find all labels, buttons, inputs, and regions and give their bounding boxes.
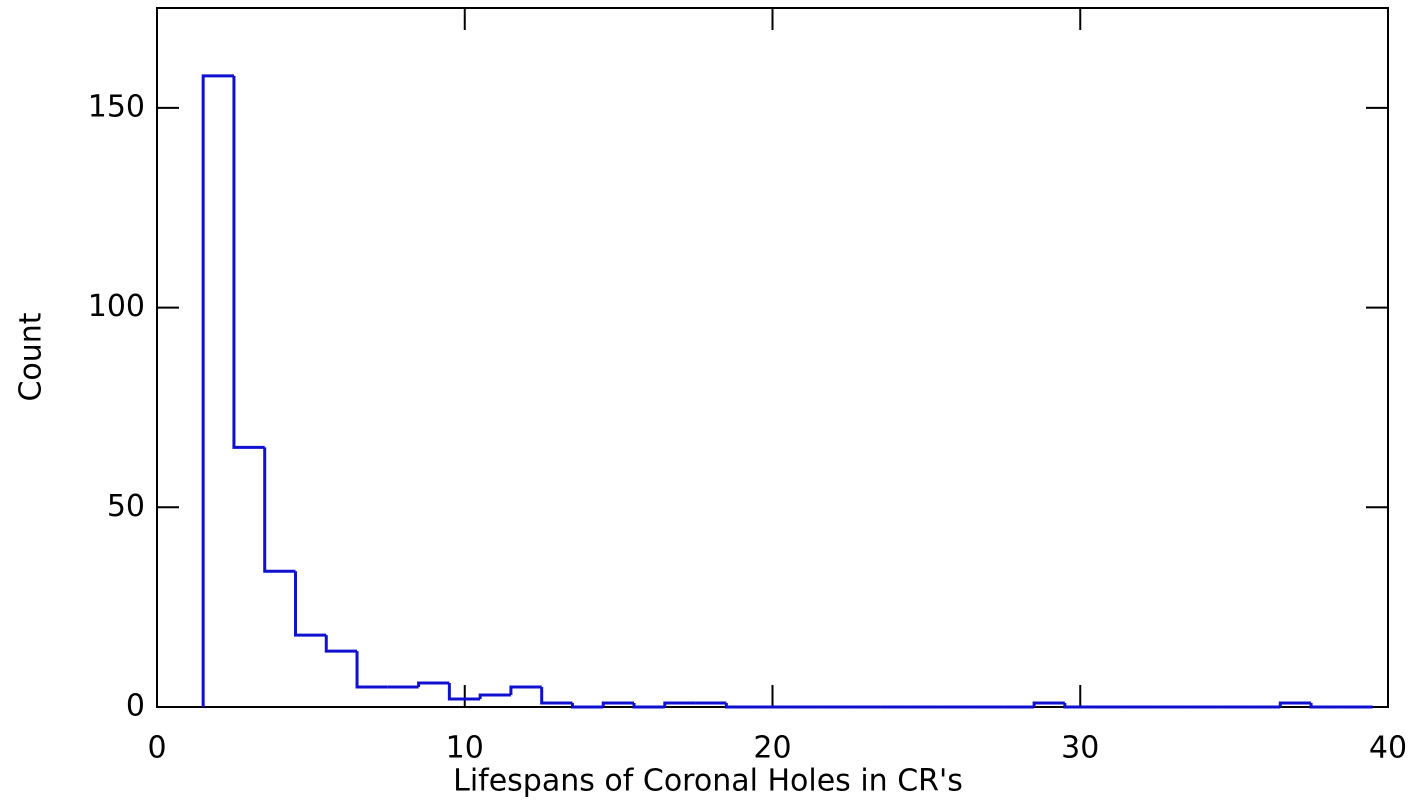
histogram-bin (509, 685, 542, 696)
histogram-bin (540, 687, 573, 705)
x-tick-label: 40 (1369, 731, 1407, 766)
histogram-bin (632, 703, 665, 709)
histogram-bin (263, 447, 296, 573)
histogram-bin (1309, 703, 1342, 709)
y-tick-label: 100 (88, 289, 145, 324)
histogram-bin (724, 703, 758, 709)
histogram-bin (324, 635, 358, 653)
x-tick-label: 0 (147, 731, 166, 766)
y-axis-title: Count (14, 312, 49, 401)
x-tick-label: 30 (1061, 731, 1099, 766)
y-tick-label: 150 (88, 89, 145, 124)
histogram-bin (447, 683, 481, 701)
x-tick-label: 20 (753, 731, 791, 766)
x-tick-label: 10 (446, 731, 484, 766)
histogram-bin (417, 681, 450, 688)
histogram-bin (201, 74, 234, 707)
histogram-bin (570, 703, 604, 709)
y-tick-label: 50 (107, 489, 145, 524)
histogram-bin (601, 701, 635, 707)
plot-frame (156, 7, 1389, 708)
histogram-bin (1063, 703, 1096, 709)
histogram-bin (663, 701, 696, 707)
histogram-bin (232, 75, 265, 449)
histogram-bin (1278, 701, 1312, 707)
histogram-bin (293, 571, 327, 637)
y-tick-label: 0 (126, 689, 145, 724)
histogram-bin (478, 693, 511, 700)
histogram-bin (1032, 701, 1065, 707)
x-axis-title: Lifespans of Coronal Holes in CR's (453, 764, 963, 799)
histogram-bin (355, 651, 388, 689)
